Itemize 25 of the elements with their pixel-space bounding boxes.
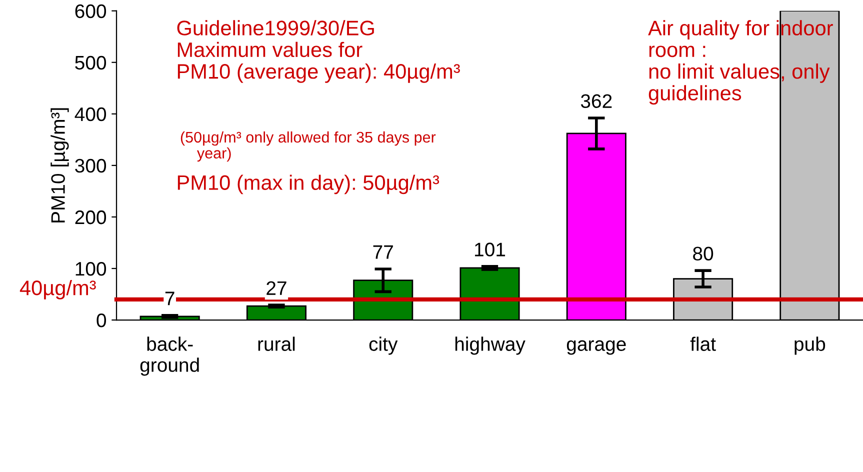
x-tick-label: pub bbox=[794, 336, 826, 355]
annotation: (50µg/m³ only allowed for 35 days per year) bbox=[180, 131, 436, 162]
annotation: Guideline1999/30/EG Maximum values for PM10 (average year): 40µg/m³ bbox=[177, 20, 460, 83]
data-label: 362 bbox=[580, 94, 612, 108]
y-tick-label: 600 bbox=[75, 4, 106, 18]
y-tick-label: 0 bbox=[96, 313, 106, 328]
data-label: 27 bbox=[266, 281, 286, 295]
ref-line-label: 40µg/m³ bbox=[20, 280, 96, 300]
y-tick-label: 300 bbox=[75, 158, 106, 173]
annotation: PM10 (max in day): 50µg/m³ bbox=[178, 174, 440, 194]
y-tick-label: 500 bbox=[75, 56, 106, 70]
x-tick-label: rural bbox=[258, 336, 295, 351]
x-tick-label: city bbox=[369, 336, 398, 355]
data-label: 80 bbox=[693, 246, 714, 261]
y-tick-label: 200 bbox=[75, 210, 106, 224]
y-tick-label: 100 bbox=[76, 262, 106, 276]
x-tick-label: flat bbox=[690, 336, 716, 351]
y-tick-label: 400 bbox=[74, 107, 106, 122]
data-label: 101 bbox=[475, 242, 506, 256]
x-tick-label: garage bbox=[566, 340, 626, 355]
x-tick-label: back- ground bbox=[140, 336, 199, 376]
data-label: 77 bbox=[373, 245, 393, 259]
data-label: 7 bbox=[165, 292, 174, 306]
x-tick-label: highway bbox=[455, 336, 526, 355]
y-axis-title: PM10 [µg/m³] bbox=[50, 108, 69, 222]
